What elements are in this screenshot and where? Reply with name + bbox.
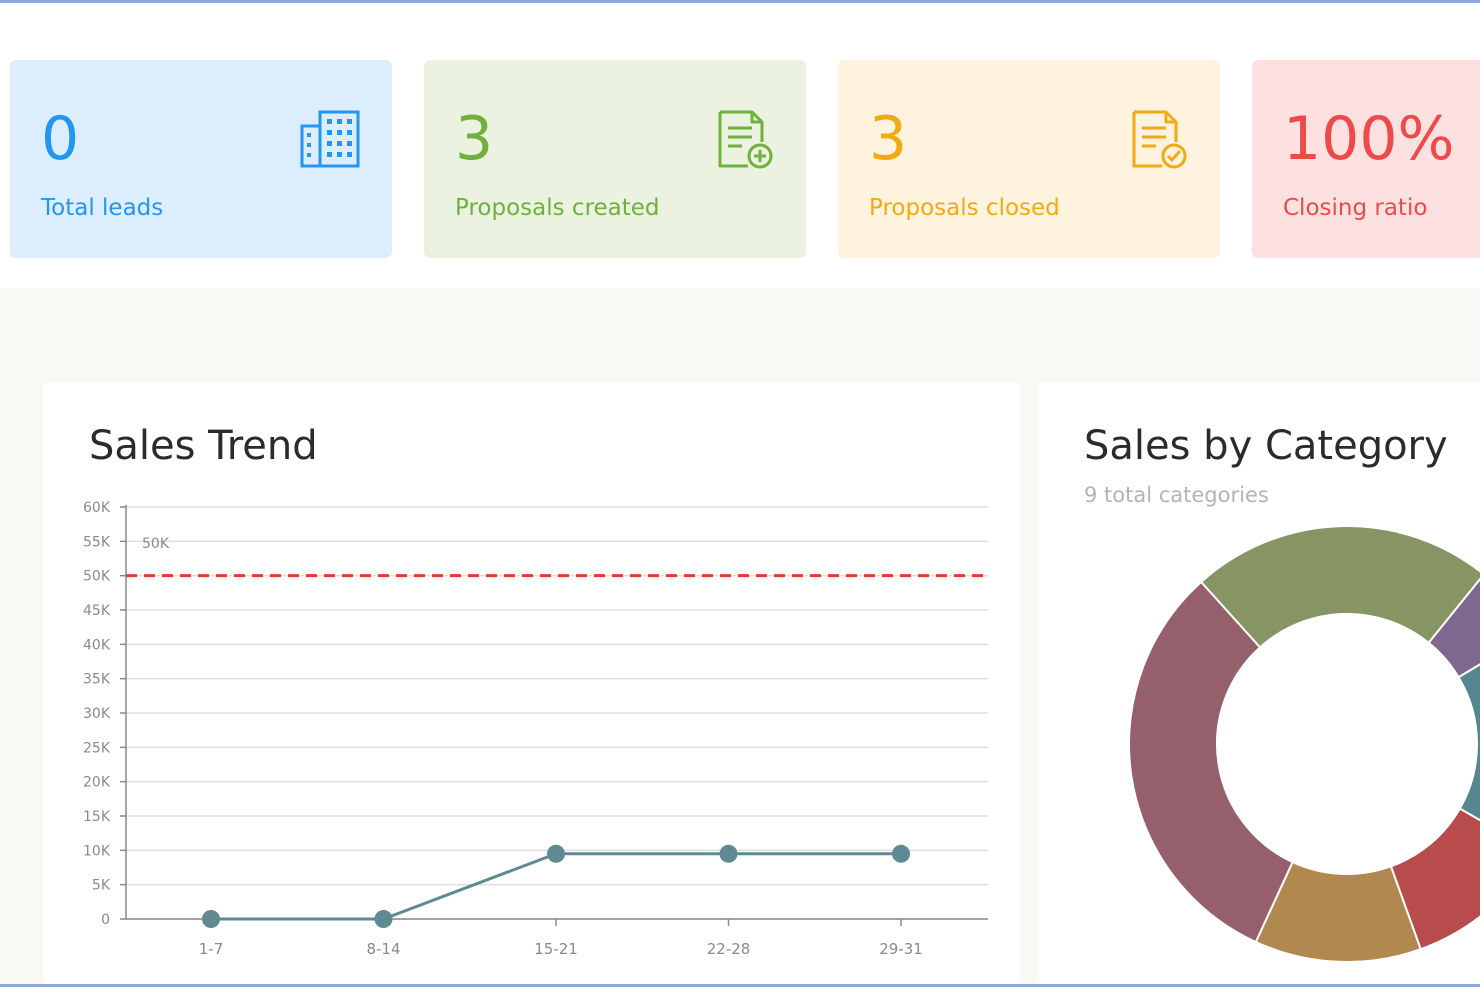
document-check-icon xyxy=(1132,110,1187,169)
x-tick-label: 22-28 xyxy=(707,940,751,958)
donut-slice xyxy=(1128,580,1294,944)
y-tick-label: 60K xyxy=(83,500,111,516)
proposals-created-value: 3 xyxy=(455,104,494,174)
data-point xyxy=(374,910,393,928)
data-point xyxy=(892,844,910,863)
proposals-closed-card[interactable]: 3 Proposals closed xyxy=(838,60,1220,258)
y-tick-label: 40K xyxy=(83,637,111,653)
document-add-icon xyxy=(718,110,773,169)
building-icon xyxy=(300,110,360,168)
closing-ratio-label: Closing ratio xyxy=(1283,195,1428,221)
closing-ratio-card[interactable]: 100% Closing ratio xyxy=(1252,60,1480,258)
y-tick-label: 55K xyxy=(83,534,111,550)
y-tick-label: 45K xyxy=(83,603,111,619)
window-border-bottom xyxy=(0,984,1480,987)
closing-ratio-value: 100% xyxy=(1283,104,1455,174)
y-tick-label: 10K xyxy=(83,843,111,859)
sales-trend-panel: Sales Trend 0 5K 10K 15K 20K 25K 30K 35K 40K 45K 5… xyxy=(43,383,1020,984)
proposals-created-card[interactable]: 3 Proposals created xyxy=(424,60,806,258)
window-border-top xyxy=(0,0,1480,3)
y-tick-label: 20K xyxy=(83,775,111,791)
proposals-closed-value: 3 xyxy=(869,104,908,174)
x-tick-label: 1-7 xyxy=(199,940,224,958)
data-point xyxy=(202,910,220,928)
sales-trend-chart: 0 5K 10K 15K 20K 25K 30K 35K 40K 45K 50K 55K 60K 1-7 8… xyxy=(83,500,988,958)
x-tick-label: 8-14 xyxy=(366,940,400,958)
sales-by-category-title: Sales by Category xyxy=(1084,423,1448,469)
sales-by-category-subtitle: 9 total categories xyxy=(1084,483,1269,507)
sales-trend-title: Sales Trend xyxy=(89,423,318,469)
sales-by-category-panel: Sales by Category 9 total categories xyxy=(1038,383,1480,984)
donut-slice xyxy=(1457,663,1480,822)
total-leads-value: 0 xyxy=(41,104,80,174)
kpi-summary-band: 0 Total leads 3 Proposals created xyxy=(0,3,1480,288)
x-tick-label: 29-31 xyxy=(879,940,923,958)
donut-slice xyxy=(1427,577,1480,679)
donut-slice xyxy=(1199,525,1480,649)
y-tick-label: 5K xyxy=(92,878,111,894)
data-point xyxy=(719,844,738,863)
y-tick-label: 25K xyxy=(83,740,111,756)
y-tick-label: 0 xyxy=(101,912,110,928)
sales-by-category-chart xyxy=(1128,525,1480,963)
proposals-created-label: Proposals created xyxy=(455,195,660,221)
data-point xyxy=(547,844,565,863)
x-tick-label: 15-21 xyxy=(534,940,578,958)
proposals-closed-label: Proposals closed xyxy=(869,195,1060,221)
y-tick-label: 50K xyxy=(83,569,111,585)
total-leads-card[interactable]: 0 Total leads xyxy=(10,60,392,258)
y-tick-label: 35K xyxy=(83,672,111,688)
total-leads-label: Total leads xyxy=(41,195,164,221)
y-tick-label: 30K xyxy=(83,706,111,722)
target-line-label: 50K xyxy=(142,536,170,552)
y-tick-label: 15K xyxy=(83,809,111,825)
series-line xyxy=(211,852,901,921)
